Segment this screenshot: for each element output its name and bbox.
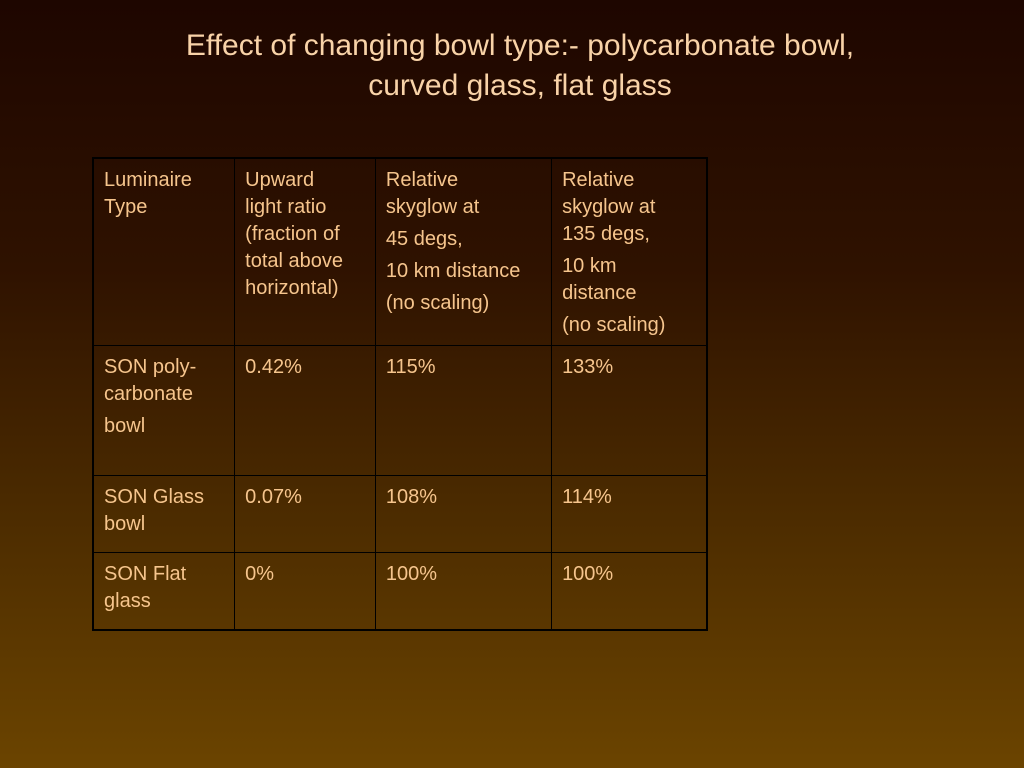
header-text: (no scaling) xyxy=(562,314,666,336)
header-text: 135 degs, xyxy=(562,223,650,245)
header-text: skyglow at xyxy=(385,196,480,218)
header-text: 45 degs, xyxy=(385,228,463,250)
table-header-row: Luminaire Type Upward light ratio (fract… xyxy=(92,157,708,346)
header-text: Relative xyxy=(385,169,459,191)
header-text: skyglow at xyxy=(562,196,656,218)
cell-luminaire-type: SON Flat glass xyxy=(92,552,236,630)
cell-skyglow-45: 100% xyxy=(374,552,553,630)
header-text: (no scaling) xyxy=(385,292,490,314)
cell-text: SON Glass xyxy=(104,486,205,508)
header-text: (fraction of xyxy=(245,223,340,245)
header-cell-luminaire-type: Luminaire Type xyxy=(92,157,236,346)
header-cell-upward-light-ratio: Upward light ratio (fraction of total ab… xyxy=(234,157,376,346)
cell-skyglow-45: 108% xyxy=(374,475,553,553)
header-text: Type xyxy=(104,196,148,218)
cell-text: glass xyxy=(104,590,151,612)
table-row: SON Glass bowl 0.07% 108% 114% xyxy=(92,475,708,553)
header-text: Relative xyxy=(562,169,635,191)
results-table: Luminaire Type Upward light ratio (fract… xyxy=(92,157,708,631)
cell-luminaire-type: SON Glass bowl xyxy=(92,475,236,553)
cell-text: SON Flat xyxy=(104,563,187,585)
cell-skyglow-135: 114% xyxy=(551,475,708,553)
header-cell-skyglow-45: Relative skyglow at 45 degs, 10 km dista… xyxy=(374,157,553,346)
cell-text: bowl xyxy=(104,415,146,437)
cell-skyglow-45: 115% xyxy=(374,345,553,476)
slide-title-line-1: Effect of changing bowl type:- polycarbo… xyxy=(185,29,855,62)
cell-upward-light-ratio: 0.07% xyxy=(234,475,376,553)
header-text: Luminaire xyxy=(104,169,192,191)
header-text: total above xyxy=(245,250,344,272)
cell-text: SON poly- xyxy=(104,356,197,378)
header-text: 10 km xyxy=(562,255,617,277)
header-text: Upward xyxy=(245,169,315,191)
cell-luminaire-type: SON poly- carbonate bowl xyxy=(92,345,236,476)
header-cell-skyglow-135: Relative skyglow at 135 degs, 10 km dist… xyxy=(551,157,708,346)
header-text: horizontal) xyxy=(245,277,339,299)
table-row: SON poly- carbonate bowl 0.42% 115% 133% xyxy=(92,345,708,476)
header-text: 10 km distance xyxy=(385,260,521,282)
cell-upward-light-ratio: 0% xyxy=(234,552,376,630)
cell-text: bowl xyxy=(104,513,146,535)
table-row: SON Flat glass 0% 100% 100% xyxy=(92,552,708,630)
slide-title: Effect of changing bowl type:- polycarbo… xyxy=(40,26,1000,106)
cell-skyglow-135: 133% xyxy=(551,345,708,476)
slide-title-line-2: curved glass, flat glass xyxy=(368,69,672,102)
header-text: distance xyxy=(562,282,637,304)
header-text: light ratio xyxy=(245,196,327,218)
cell-skyglow-135: 100% xyxy=(551,552,708,630)
cell-upward-light-ratio: 0.42% xyxy=(234,345,376,476)
cell-text: carbonate xyxy=(104,383,193,405)
